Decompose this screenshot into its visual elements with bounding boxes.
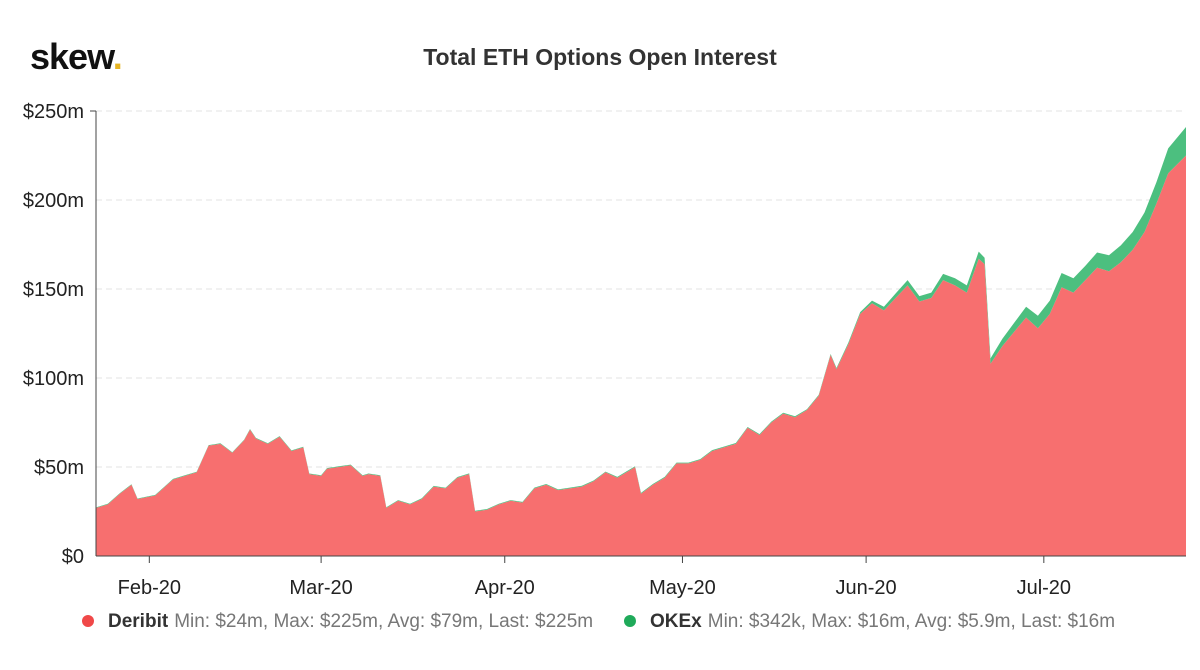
y-tick-label: $100m (23, 368, 84, 390)
x-tick-label: May-20 (649, 577, 716, 599)
legend-stats-deribit: Min: $24m, Max: $225m, Avg: $79m, Last: … (174, 611, 594, 632)
logo-dot: . (112, 36, 123, 77)
legend-item-okex[interactable]: OKEx Min: $342k, Max: $16m, Avg: $5.9m, L… (624, 611, 1115, 633)
area-series (96, 127, 1186, 556)
x-tick-label: Mar-20 (289, 577, 352, 599)
x-tick-label: Jul-20 (1017, 577, 1071, 599)
x-tick-labels: Feb-20 Mar-20 Apr-20 May-20 Jun-20 Jul-20 (118, 577, 1071, 599)
y-tick-label: $0 (62, 546, 84, 568)
area-deribit (96, 155, 1186, 556)
x-tick-label: Feb-20 (118, 577, 181, 599)
chart-legend: Deribit Min: $24m, Max: $225m, Avg: $79m,… (0, 611, 1200, 641)
x-tick-label: Apr-20 (475, 577, 535, 599)
legend-dot-okex (624, 614, 636, 627)
legend-item-deribit[interactable]: Deribit Min: $24m, Max: $225m, Avg: $79m,… (82, 611, 593, 633)
chart-title: Total ETH Options Open Interest (423, 44, 777, 70)
legend-name-deribit: Deribit (108, 611, 169, 632)
legend-stats-okex: Min: $342k, Max: $16m, Avg: $5.9m, Last:… (707, 611, 1116, 632)
y-tick-label: $150m (23, 279, 84, 301)
axes (90, 110, 1186, 563)
legend-dot-deribit (82, 614, 94, 627)
x-tick-label: Jun-20 (836, 577, 897, 599)
skew-logo: skew. (30, 36, 123, 77)
y-tick-labels: $0 $50m $100m $150m $200m $250m (23, 101, 84, 568)
legend-name-okex: OKEx (650, 611, 702, 632)
y-tick-label: $50m (34, 457, 84, 479)
y-tick-label: $250m (23, 101, 84, 123)
y-tick-label: $200m (23, 190, 84, 212)
